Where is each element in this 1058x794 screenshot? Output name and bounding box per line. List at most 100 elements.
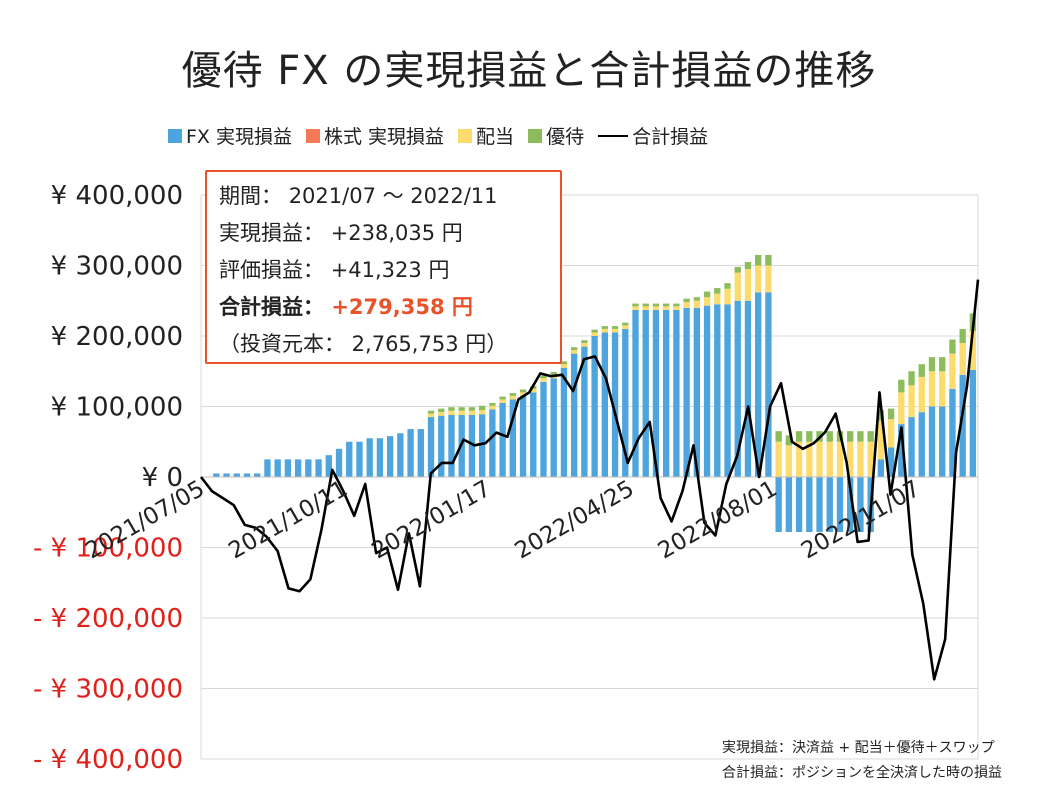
bar-segment bbox=[509, 399, 516, 477]
bar-segment bbox=[867, 441, 874, 477]
bar-segment bbox=[775, 431, 782, 442]
bar-segment bbox=[816, 477, 823, 532]
bar-segment bbox=[816, 441, 823, 477]
x-tick-label: 2022/04/25 bbox=[511, 476, 639, 565]
period-label: 期間： bbox=[219, 184, 282, 208]
info-period: 期間： 2021/07 ～ 2022/11 bbox=[219, 178, 560, 215]
bar-segment bbox=[601, 326, 609, 329]
bar-segment bbox=[489, 402, 496, 406]
bar-segment bbox=[663, 303, 670, 307]
bar-segment bbox=[407, 429, 414, 477]
bar-segment bbox=[611, 332, 619, 477]
total-value: +279,358 円 bbox=[331, 295, 473, 319]
bar-segment bbox=[550, 378, 557, 477]
bar-segment bbox=[632, 306, 639, 310]
bar-segment bbox=[622, 325, 629, 329]
bar-segment bbox=[918, 412, 925, 477]
y-tick-label: - ¥ 400,000 bbox=[33, 745, 183, 775]
bar-segment bbox=[898, 379, 905, 393]
bar-segment bbox=[499, 396, 506, 400]
bar-segment bbox=[724, 304, 731, 477]
bar-segment bbox=[857, 477, 864, 532]
bar-segment bbox=[468, 407, 476, 411]
bar-segment bbox=[703, 305, 711, 477]
bar-segment bbox=[847, 477, 854, 532]
bar-segment bbox=[826, 477, 833, 532]
info-total: 合計損益： +279,358 円 bbox=[219, 289, 560, 326]
bar-segment bbox=[724, 288, 731, 305]
bar-segment bbox=[642, 306, 649, 310]
bar-segment bbox=[734, 266, 741, 273]
bar-segment bbox=[264, 459, 271, 477]
bar-segment bbox=[560, 364, 568, 368]
x-tick-label: 2021/10/11 bbox=[224, 476, 352, 565]
bar-segment bbox=[867, 431, 874, 442]
bar-segment bbox=[213, 473, 220, 477]
bar-segment bbox=[806, 441, 813, 477]
bar-segment bbox=[755, 292, 762, 477]
legend: FX 実現損益 株式 実現損益 配当 優待 合計損益 bbox=[168, 122, 708, 149]
info-unrealized: 評価損益： +41,323 円 bbox=[219, 252, 560, 289]
bar-segment bbox=[305, 459, 312, 477]
bar-segment bbox=[530, 388, 537, 393]
bar-segment bbox=[785, 477, 793, 532]
bar-segment bbox=[397, 433, 404, 477]
note-total: 合計損益：ポジションを全決済した時の損益 bbox=[722, 765, 1002, 781]
bar-segment bbox=[795, 431, 803, 442]
bar-segment bbox=[836, 477, 844, 532]
bar-segment bbox=[427, 413, 435, 418]
bar-segment bbox=[274, 459, 281, 477]
bar-segment bbox=[325, 455, 332, 477]
bar-segment bbox=[969, 369, 977, 477]
bar-segment bbox=[570, 353, 578, 477]
bar-segment bbox=[570, 350, 578, 354]
bar-segment bbox=[949, 353, 956, 389]
bar-segment bbox=[427, 410, 435, 414]
bar-segment bbox=[346, 441, 353, 477]
bar-segment bbox=[560, 367, 568, 477]
y-tick-label: - ¥ 300,000 bbox=[33, 675, 183, 705]
y-tick-label: ¥ 300,000 bbox=[51, 252, 183, 282]
bar-segment bbox=[417, 429, 424, 477]
bar-segment bbox=[663, 306, 670, 310]
bar-segment bbox=[223, 473, 230, 477]
bar-segment bbox=[887, 419, 895, 448]
bar-segment bbox=[949, 388, 956, 477]
bar-segment bbox=[448, 414, 455, 477]
legend-item-benefit: 優待 bbox=[528, 122, 584, 149]
bar-segment bbox=[908, 371, 915, 386]
bar-segment bbox=[540, 378, 547, 382]
legend-swatch bbox=[458, 128, 473, 143]
bar-segment bbox=[438, 408, 445, 413]
legend-item-total: 合計損益 bbox=[598, 122, 708, 149]
info-capital: （投資元本： 2,765,753 円） bbox=[219, 332, 508, 356]
bar-segment bbox=[795, 441, 803, 477]
bar-segment bbox=[611, 328, 619, 333]
bar-segment bbox=[826, 431, 833, 442]
bar-segment bbox=[806, 477, 813, 532]
bar-segment bbox=[489, 405, 496, 410]
bar-segment bbox=[939, 406, 946, 477]
bar-segment bbox=[254, 473, 261, 477]
bar-segment bbox=[939, 371, 946, 407]
legend-item-stock: 株式 実現損益 bbox=[306, 122, 444, 149]
y-tick-label: ¥ 100,000 bbox=[51, 393, 183, 423]
unrealized-label: 評価損益： bbox=[219, 258, 324, 282]
bar-segment bbox=[642, 309, 649, 477]
bar-segment bbox=[949, 339, 956, 354]
bar-segment bbox=[898, 392, 905, 425]
bar-segment bbox=[898, 424, 905, 477]
x-tick-label: 2022/01/17 bbox=[368, 476, 496, 565]
bar-segment bbox=[928, 371, 936, 407]
bar-segment bbox=[908, 385, 915, 418]
bar-segment bbox=[734, 272, 741, 301]
bar-segment bbox=[478, 410, 486, 415]
bar-segment bbox=[530, 392, 537, 477]
bar-segment bbox=[744, 261, 752, 270]
bar-segment bbox=[570, 347, 578, 351]
bar-segment bbox=[591, 329, 598, 333]
bar-segment bbox=[857, 441, 864, 477]
bar-segment bbox=[652, 309, 660, 477]
bar-segment bbox=[877, 420, 885, 460]
